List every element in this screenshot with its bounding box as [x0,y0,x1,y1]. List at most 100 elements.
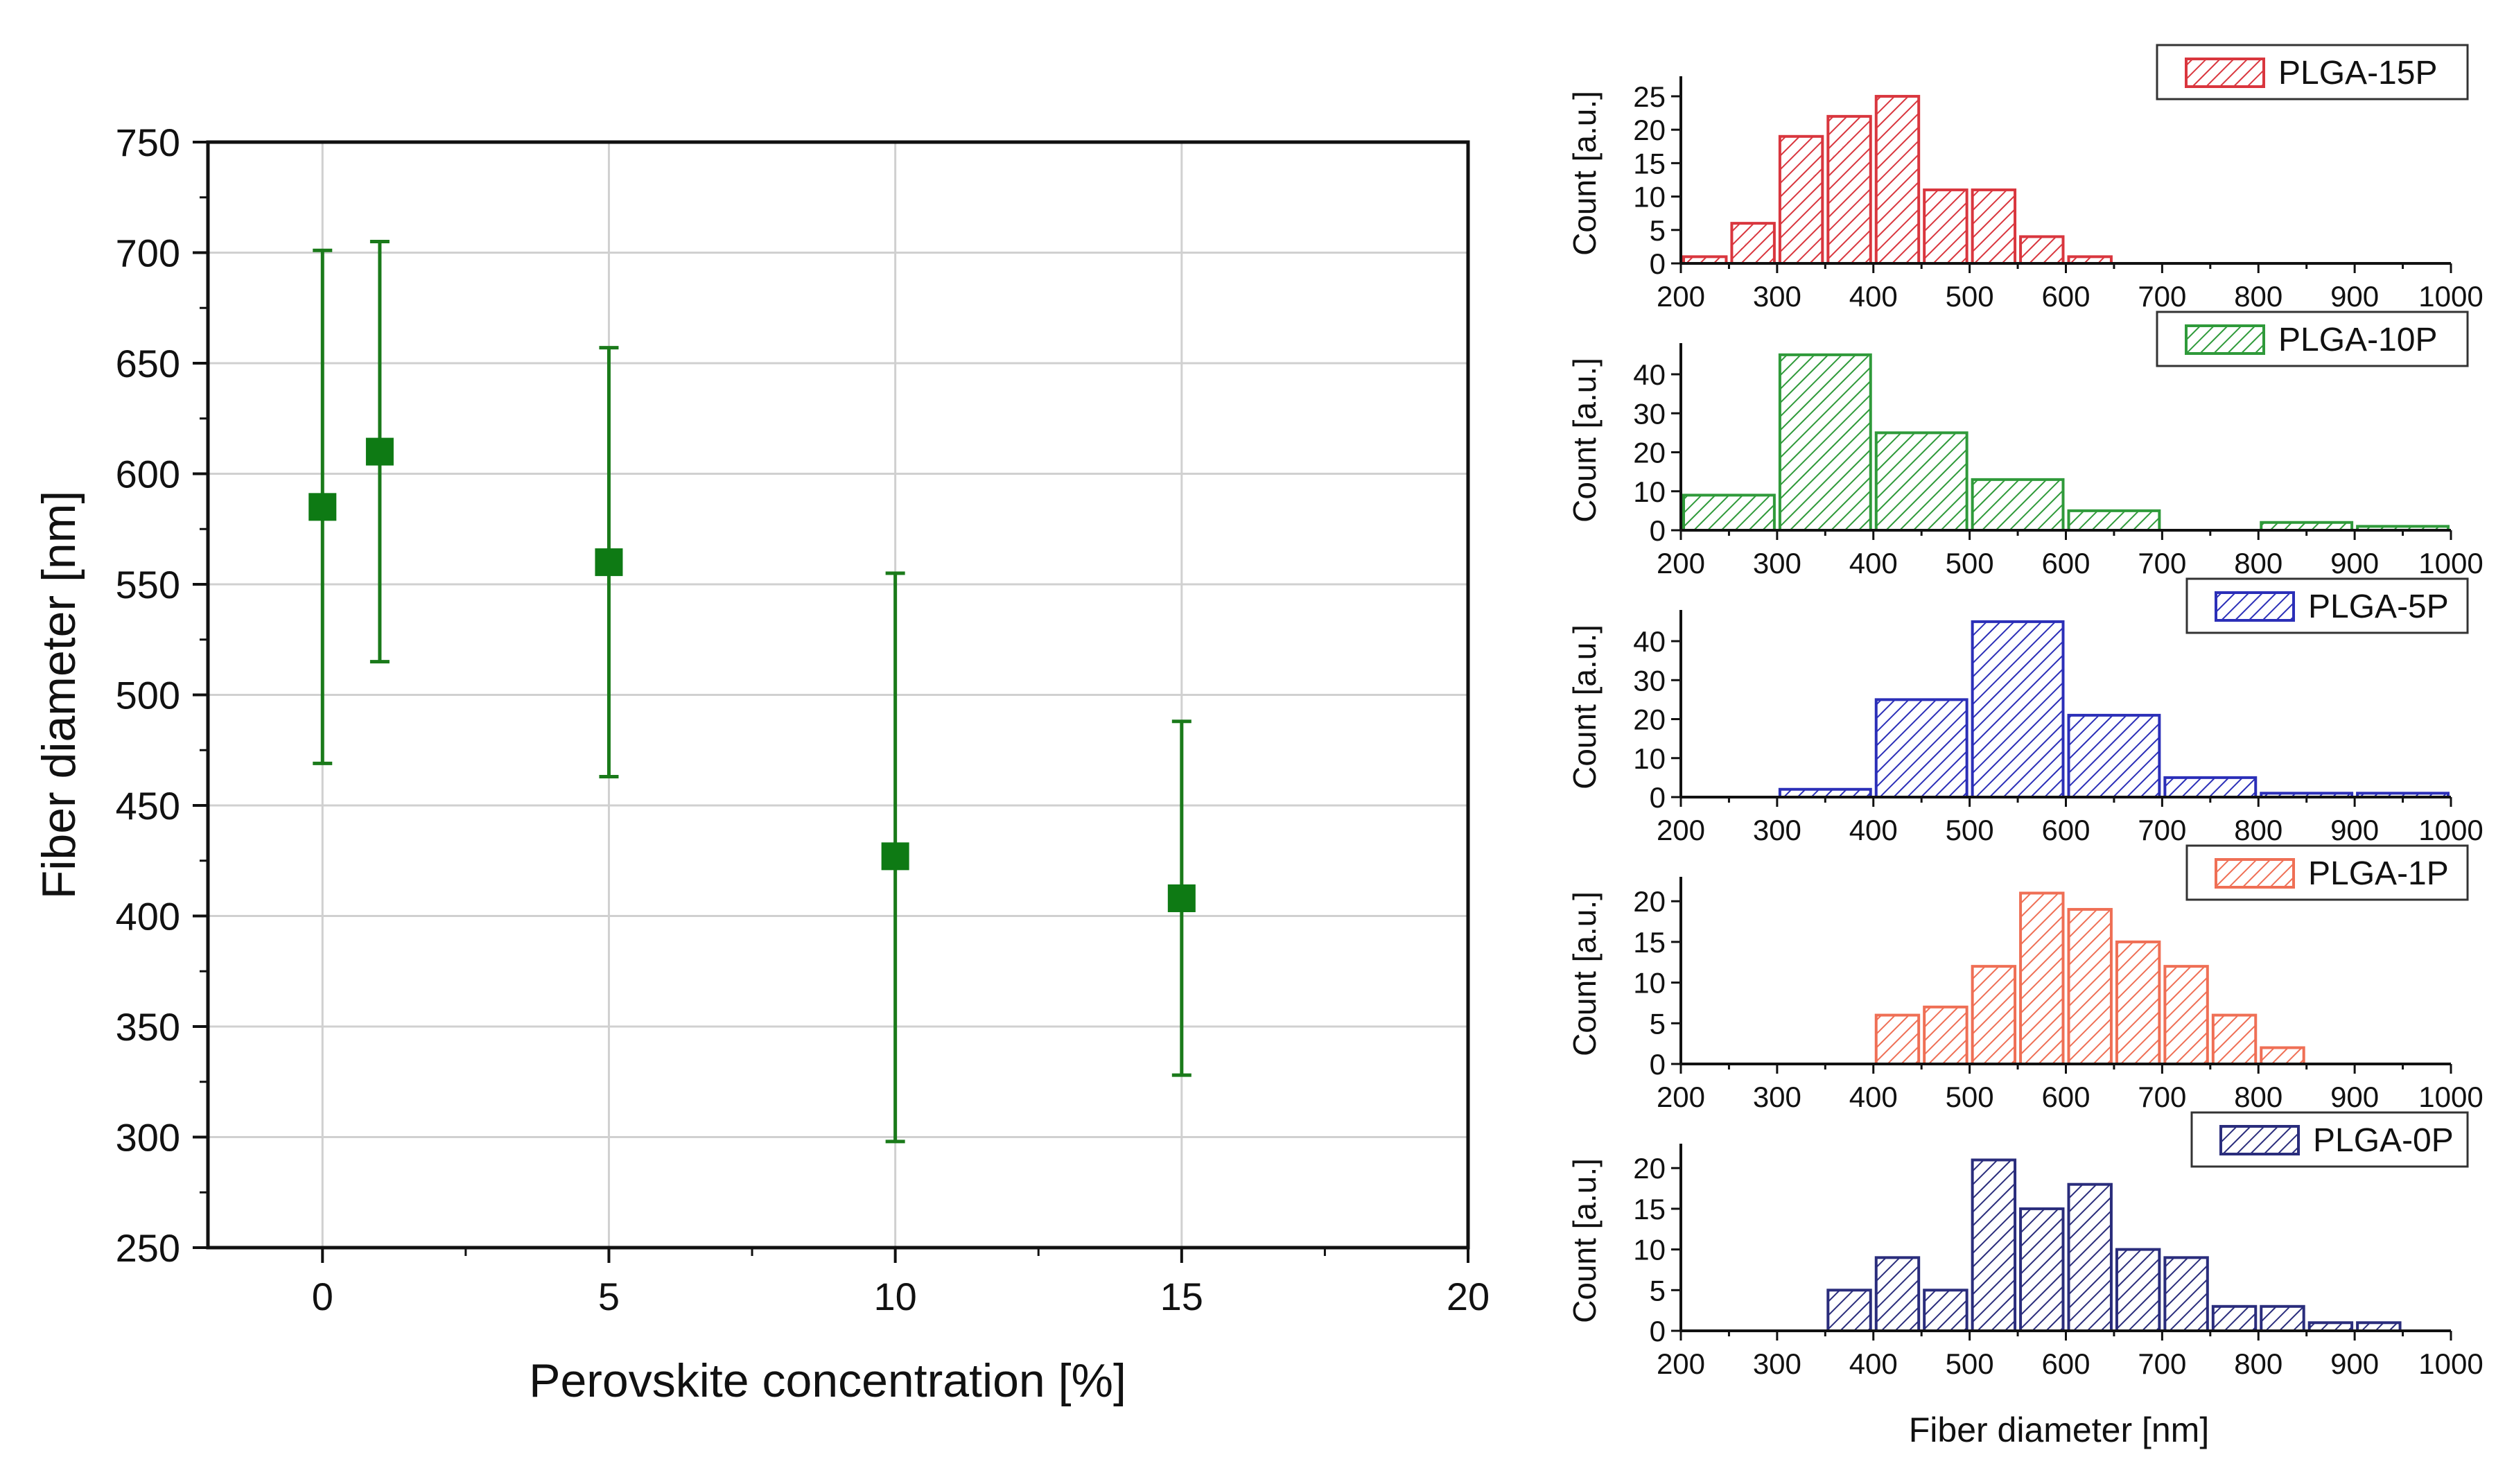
y-tick-label: 40 [1633,358,1666,391]
x-tick-label: 500 [1946,814,1994,846]
x-tick-label: 800 [2234,1347,2282,1380]
y-tick-label: 30 [1633,664,1666,697]
x-tick-label: 900 [2330,280,2379,313]
x-tick-label: 200 [1657,1347,1705,1380]
y-tick-label: 10 [1633,742,1666,775]
histogram-y-axis-title: Count [a.u.] [1566,891,1603,1056]
x-tick-label: 700 [2138,1347,2186,1380]
y-tick-label: 20 [1633,437,1666,469]
data-point-2 [595,548,623,577]
x-tick-label: 600 [2041,1347,2090,1380]
x-tick-label: 5 [598,1275,620,1318]
y-tick-label: 5 [1650,214,1666,247]
histogram-bar [2019,235,2065,265]
histogram-bar [1971,188,2017,265]
histogram-y-axis-title: Count [a.u.] [1566,1158,1603,1323]
x-tick-label: 500 [1946,1081,1994,1113]
y-tick-label: 0 [1650,1315,1666,1347]
y-tick-label: 10 [1633,475,1666,508]
legend-swatch [2185,58,2265,88]
histogram-bar [1971,965,2017,1066]
histogram-bar [2067,509,2161,532]
x-tick-label: 800 [2234,814,2282,846]
y-tick-label: 0 [1650,247,1666,280]
y-axis-title: Fiber diameter [nm] [33,491,85,900]
x-tick-label: 1000 [2418,547,2483,579]
histogram-bar [1778,134,1824,265]
y-tick-label: 0 [1650,514,1666,547]
x-tick-label: 20 [1447,1275,1490,1318]
y-tick-label: 500 [116,674,180,717]
y-tick-label: 250 [116,1226,180,1270]
x-tick-label: 500 [1946,280,1994,313]
histogram-bar [1682,494,1776,532]
x-tick-label: 500 [1946,547,1994,579]
histogram-bar [1874,431,1969,532]
x-tick-label: 600 [2041,547,2090,579]
x-tick-label: 900 [2330,547,2379,579]
x-tick-label: 900 [2330,1347,2379,1380]
x-tick-label: 400 [1849,1347,1898,1380]
histogram-bar [1971,478,2065,532]
legend-swatch [2219,1125,2300,1155]
x-tick-label: 900 [2330,814,2379,846]
legend-swatch [2215,858,2295,889]
data-point-3 [881,842,909,871]
y-tick-label: 10 [1633,1234,1666,1266]
y-tick-label: 5 [1650,1007,1666,1040]
y-tick-label: 15 [1633,147,1666,180]
x-tick-label: 800 [2234,547,2282,579]
y-tick-label: 30 [1633,397,1666,430]
x-tick-label: 300 [1753,1081,1801,1113]
histogram-bar [1923,1005,1969,1065]
legend-label: PLGA-1P [2308,855,2449,892]
histogram-panel-plga-1p: 0 5 10 15 20 200 300 400 500 600 700 800 900 1000 Coun… [1566,844,2484,1113]
x-tick-label: 15 [1160,1275,1203,1318]
histogram-bar [1971,1158,2017,1333]
histogram-panel-plga-0p: 0 5 10 15 20 200 300 400 500 600 700 800 900 1000 Coun… [1566,1111,2484,1449]
legend-label: PLGA-15P [2278,55,2437,91]
y-tick-label: 20 [1633,114,1666,146]
x-tick-label: 200 [1657,814,1705,846]
x-tick-label: 1000 [2418,1347,2483,1380]
x-tick-label: 200 [1657,547,1705,579]
y-tick-label: 550 [116,563,180,606]
x-tick-label: 400 [1849,280,1898,313]
histogram-bar [2019,891,2065,1066]
histogram-bar [1826,114,1872,265]
y-tick-label: 10 [1633,967,1666,999]
x-tick-label: 1000 [2418,280,2483,313]
x-tick-label: 400 [1849,1081,1898,1113]
x-tick-label: 700 [2138,547,2186,579]
histogram-panel-plga-10p: 0 10 20 30 40 200 300 400 500 600 700 800 900 1000 Cou… [1566,311,2484,579]
x-tick-label: 1000 [2418,814,2483,846]
y-tick-label: 400 [116,895,180,939]
legend-label: PLGA-5P [2308,588,2449,625]
histogram-bar [2115,940,2161,1066]
x-tick-label: 600 [2041,1081,2090,1113]
histogram-bar [2067,907,2113,1066]
histogram-bar [1826,1289,1872,1332]
legend-label: PLGA-10P [2278,322,2437,358]
histogram-bar [1874,94,1921,265]
histogram-bar [2067,713,2161,798]
data-point-1 [365,437,394,466]
legend-label: PLGA-0P [2313,1122,2454,1159]
y-tick-label: 10 [1633,181,1666,213]
x-tick-label: 800 [2234,280,2282,313]
histogram-y-axis-title: Count [a.u.] [1566,91,1603,256]
x-tick-label: 700 [2138,814,2186,846]
y-tick-label: 20 [1633,704,1666,736]
x-tick-label: 200 [1657,280,1705,313]
histogram-panel-plga-5p: 0 10 20 30 40 200 300 400 500 600 700 800 900 1000 Cou… [1566,577,2484,846]
x-tick-label: 700 [2138,1081,2186,1113]
y-tick-label: 600 [116,453,180,496]
histogram-bar [2115,1248,2161,1332]
y-tick-label: 700 [116,232,180,275]
histogram-bar [1923,188,1969,265]
x-tick-label: 1000 [2418,1081,2483,1113]
x-tick-label: 300 [1753,280,1801,313]
